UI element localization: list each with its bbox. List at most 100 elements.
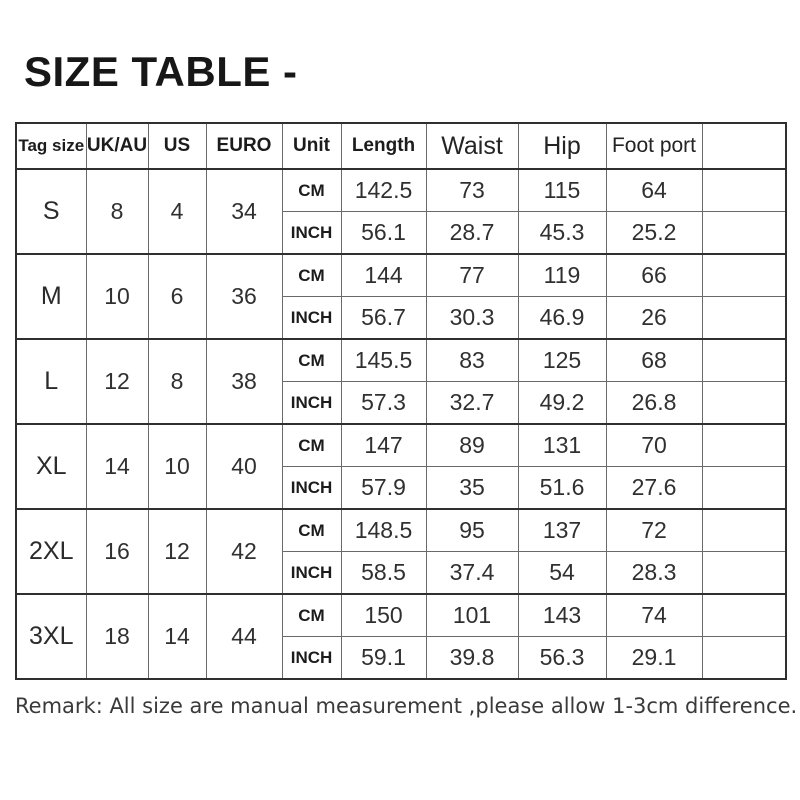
cell-unit-inch: INCH xyxy=(281,551,342,595)
cell-waist-inch: 37.4 xyxy=(425,551,519,595)
page-title: SIZE TABLE - xyxy=(24,48,298,95)
cell-hip-inch: 54 xyxy=(517,551,607,595)
cell-extra xyxy=(701,338,787,382)
cell-unit-inch: INCH xyxy=(281,211,342,255)
header-cell-hip: Hip xyxy=(517,122,607,170)
cell-extra xyxy=(701,466,787,510)
cell-tag: S xyxy=(15,168,87,255)
cell-hip-inch: 45.3 xyxy=(517,211,607,255)
cell-waist-cm: 83 xyxy=(425,338,519,382)
cell-euro: 38 xyxy=(205,338,283,425)
cell-hip-cm: 143 xyxy=(517,593,607,637)
table-row: INCH 58.5 37.4 54 28.3 xyxy=(16,551,787,595)
cell-uk-au: 18 xyxy=(85,593,149,680)
table-row: INCH 56.7 30.3 46.9 26 xyxy=(16,296,787,340)
cell-foot-port-inch: 27.6 xyxy=(605,466,703,510)
cell-extra xyxy=(701,211,787,255)
cell-length-cm: 148.5 xyxy=(340,508,427,552)
remark-text: Remark: All size are manual measurement … xyxy=(15,694,798,718)
table-row: M 10 6 36 CM 144 77 119 66 xyxy=(15,253,787,340)
cell-foot-port-cm: 66 xyxy=(605,253,703,297)
cell-hip-cm: 115 xyxy=(517,168,607,212)
cell-unit-cm: CM xyxy=(281,423,342,467)
cell-tag: M xyxy=(15,253,87,340)
table-header-row: Tag size UK/AU US EURO Unit Length Waist… xyxy=(15,122,787,170)
cell-waist-inch: 32.7 xyxy=(425,381,519,425)
cell-hip-inch: 49.2 xyxy=(517,381,607,425)
cell-waist-cm: 77 xyxy=(425,253,519,297)
header-cell-length: Length xyxy=(340,122,427,170)
cell-length-cm: 150 xyxy=(340,593,427,637)
cell-foot-port-inch: 25.2 xyxy=(605,211,703,255)
header-cell-uk-au: UK/AU xyxy=(85,122,149,170)
cell-length-cm: 144 xyxy=(340,253,427,297)
cell-waist-cm: 95 xyxy=(425,508,519,552)
table-row: INCH 56.1 28.7 45.3 25.2 xyxy=(16,211,787,255)
cell-hip-cm: 131 xyxy=(517,423,607,467)
cell-us: 10 xyxy=(147,423,207,510)
cell-unit-cm: CM xyxy=(281,338,342,382)
cell-tag: L xyxy=(15,338,87,425)
table-row: INCH 57.9 35 51.6 27.6 xyxy=(16,466,787,510)
cell-tag: XL xyxy=(15,423,87,510)
cell-waist-inch: 35 xyxy=(425,466,519,510)
table-row: S 8 4 34 CM 142.5 73 115 64 xyxy=(15,168,787,255)
cell-us: 12 xyxy=(147,508,207,595)
cell-unit-cm: CM xyxy=(281,593,342,637)
cell-length-inch: 56.1 xyxy=(340,211,427,255)
cell-foot-port-inch: 26 xyxy=(605,296,703,340)
cell-extra xyxy=(701,381,787,425)
cell-uk-au: 12 xyxy=(85,338,149,425)
cell-foot-port-cm: 70 xyxy=(605,423,703,467)
cell-us: 6 xyxy=(147,253,207,340)
header-cell-waist: Waist xyxy=(425,122,519,170)
cell-foot-port-cm: 68 xyxy=(605,338,703,382)
size-table: Tag size UK/AU US EURO Unit Length Waist… xyxy=(15,122,787,680)
cell-hip-inch: 56.3 xyxy=(517,636,607,680)
table-row: XL 14 10 40 CM 147 89 131 70 xyxy=(15,423,787,510)
cell-uk-au: 10 xyxy=(85,253,149,340)
cell-length-inch: 56.7 xyxy=(340,296,427,340)
cell-waist-cm: 101 xyxy=(425,593,519,637)
cell-euro: 40 xyxy=(205,423,283,510)
cell-foot-port-inch: 28.3 xyxy=(605,551,703,595)
table-row: INCH 59.1 39.8 56.3 29.1 xyxy=(16,636,787,680)
cell-waist-inch: 30.3 xyxy=(425,296,519,340)
cell-extra xyxy=(701,168,787,212)
cell-extra xyxy=(701,551,787,595)
cell-length-cm: 142.5 xyxy=(340,168,427,212)
cell-us: 14 xyxy=(147,593,207,680)
cell-euro: 44 xyxy=(205,593,283,680)
table-row: L 12 8 38 CM 145.5 83 125 68 xyxy=(15,338,787,425)
cell-foot-port-inch: 29.1 xyxy=(605,636,703,680)
cell-hip-inch: 46.9 xyxy=(517,296,607,340)
cell-hip-cm: 125 xyxy=(517,338,607,382)
header-cell-extra xyxy=(701,122,787,170)
cell-uk-au: 8 xyxy=(85,168,149,255)
table-row: 2XL 16 12 42 CM 148.5 95 137 72 xyxy=(15,508,787,595)
cell-tag: 2XL xyxy=(15,508,87,595)
cell-waist-inch: 39.8 xyxy=(425,636,519,680)
cell-extra xyxy=(701,636,787,680)
cell-length-inch: 59.1 xyxy=(340,636,427,680)
cell-extra xyxy=(701,423,787,467)
cell-extra xyxy=(701,508,787,552)
cell-uk-au: 16 xyxy=(85,508,149,595)
cell-euro: 36 xyxy=(205,253,283,340)
cell-unit-inch: INCH xyxy=(281,296,342,340)
cell-us: 8 xyxy=(147,338,207,425)
cell-foot-port-inch: 26.8 xyxy=(605,381,703,425)
cell-euro: 42 xyxy=(205,508,283,595)
cell-length-inch: 57.3 xyxy=(340,381,427,425)
cell-unit-inch: INCH xyxy=(281,466,342,510)
cell-length-inch: 57.9 xyxy=(340,466,427,510)
header-cell-unit: Unit xyxy=(281,122,342,170)
cell-extra xyxy=(701,253,787,297)
cell-length-cm: 147 xyxy=(340,423,427,467)
cell-foot-port-cm: 72 xyxy=(605,508,703,552)
cell-extra xyxy=(701,296,787,340)
header-cell-us: US xyxy=(147,122,207,170)
header-cell-euro: EURO xyxy=(205,122,283,170)
cell-us: 4 xyxy=(147,168,207,255)
